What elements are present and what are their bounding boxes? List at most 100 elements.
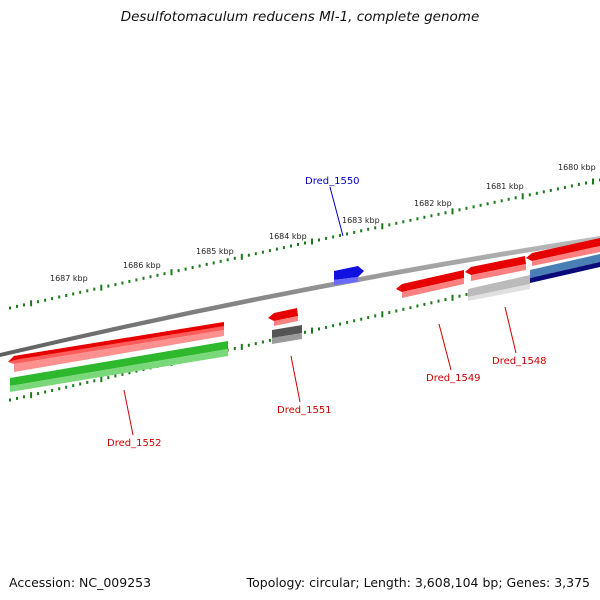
gene-Dred_1552-red[interactable] [8,322,224,372]
gene-Dred_1549-red[interactable] [396,270,464,298]
outer-scale-minor-tick [163,272,166,276]
outer-scale-minor-tick [500,199,503,203]
inner-scale-minor-tick [37,392,40,396]
outer-scale-minor-tick [465,206,468,210]
inner-scale-minor-tick [395,309,398,313]
outer-scale-minor-tick [360,229,363,233]
outer-scale-minor-tick [325,236,328,240]
gene-light-gray[interactable] [468,275,530,301]
outer-scale-minor-tick [514,196,517,200]
scale-label-1680: 1680 kbp [558,163,596,172]
scale-label-1683: 1683 kbp [342,216,380,225]
outer-scale-major-tick [451,208,454,215]
outer-scale-minor-tick [282,246,285,250]
inner-scale-minor-tick [458,294,461,298]
gene-red-right[interactable] [526,238,600,266]
inner-scale-minor-tick [121,372,124,376]
outer-scale-minor-tick [233,256,236,260]
outer-scale-minor-tick [528,193,531,197]
inner-scale-minor-tick [23,395,25,399]
outer-scale-minor-tick [142,276,145,280]
outer-scale-minor-tick [437,212,440,216]
outer-scale-minor-tick [16,304,18,308]
gene-green[interactable] [10,341,228,392]
genome-summary-text: Topology: circular; Length: 3,608,104 bp… [246,575,590,590]
gene-Dred_1548-red[interactable] [465,256,526,281]
outer-scale-minor-tick [416,217,419,221]
leader-Dred_1549 [438,323,452,371]
gene-label-Dred_1548[interactable]: Dred_1548 [492,356,547,367]
outer-scale-minor-tick [535,191,538,195]
inner-scale-minor-tick [44,390,47,394]
inner-scale-minor-tick [268,338,271,342]
inner-scale-minor-tick [16,396,18,400]
gene-label-Dred_1552[interactable]: Dred_1552 [107,438,162,449]
inner-scale-minor-tick [9,398,11,402]
outer-scale-minor-tick [290,244,292,248]
outer-scale-minor-tick [254,252,257,256]
inner-scale-minor-tick [374,314,377,318]
outer-scale-minor-tick [247,253,250,257]
inner-scale-minor-tick [402,307,405,311]
outer-scale-minor-tick [304,241,306,245]
outer-scale-major-tick [381,223,384,230]
inner-scale-minor-tick [107,376,110,380]
outer-scale-minor-tick [542,190,545,194]
outer-scale-minor-tick [226,258,229,262]
outer-scale-minor-tick [444,211,447,215]
outer-scale-minor-tick [479,203,482,207]
outer-scale-major-tick [240,253,243,260]
outer-scale-minor-tick [205,262,208,266]
inner-scale-minor-tick [353,319,356,323]
outer-scale-major-tick [170,269,173,276]
outer-scale-minor-tick [44,298,47,302]
outer-scale-minor-tick [402,220,405,224]
inner-scale-minor-tick [51,388,54,392]
outer-scale-minor-tick [72,292,75,296]
inner-scale-major-tick [311,327,313,334]
inner-scale-minor-tick [233,347,236,350]
inner-scale-major-tick [381,311,384,318]
inner-scale-minor-tick [318,327,320,331]
gene-Dred_1550-blue[interactable] [334,266,364,285]
outer-scale-minor-tick [107,284,110,288]
gene-label-Dred_1551[interactable]: Dred_1551 [277,405,332,416]
genome-backbone [0,236,600,357]
outer-scale-minor-tick [374,226,377,230]
scale-labels: 1680 kbp 1681 kbp 1682 kbp 1683 kbp 1684… [50,163,596,283]
outer-scale-minor-tick [128,279,131,283]
outer-scale-minor-tick [65,294,68,297]
gene-steel-blue[interactable] [530,254,600,283]
inner-scale-major-tick [100,376,103,383]
outer-scale-minor-tick [156,273,159,277]
gene-label-Dred_1550[interactable]: Dred_1550 [305,176,360,187]
outer-scale-minor-tick [297,243,299,246]
gene-Dred_1551-red[interactable] [268,308,298,326]
inner-scale-minor-tick [93,379,96,383]
inner-scale-minor-tick [247,343,250,347]
outer-scale-minor-tick [332,235,335,239]
outer-scale-minor-tick [339,233,342,237]
outer-scale-minor-tick [556,187,559,191]
inner-scale-minor-tick [86,380,89,384]
outer-scale-minor-tick [507,197,510,201]
inner-scale-minor-tick [261,340,264,344]
outer-scale-minor-tick [212,261,215,265]
scale-label-1685: 1685 kbp [196,247,234,256]
outer-scale-minor-tick [149,275,152,279]
outer-scale-major-tick [592,178,594,185]
outer-scale-minor-tick [93,287,96,291]
outer-scale-minor-tick [135,278,138,282]
gene-label-Dred_1549[interactable]: Dred_1549 [426,373,481,384]
inner-scale-minor-tick [72,384,75,388]
outer-scale-minor-tick [191,266,194,269]
outer-scale-minor-tick [472,205,475,209]
inner-scale-minor-tick [388,311,391,315]
outer-scale-minor-tick [430,214,433,218]
outer-scale-minor-tick [23,303,25,307]
inner-scale-major-tick [240,343,243,350]
gene-dark-gray[interactable] [272,325,302,344]
outer-scale-major-tick [311,238,313,245]
map-title: Desulfotomaculum reducens MI-1, complete… [120,9,480,25]
